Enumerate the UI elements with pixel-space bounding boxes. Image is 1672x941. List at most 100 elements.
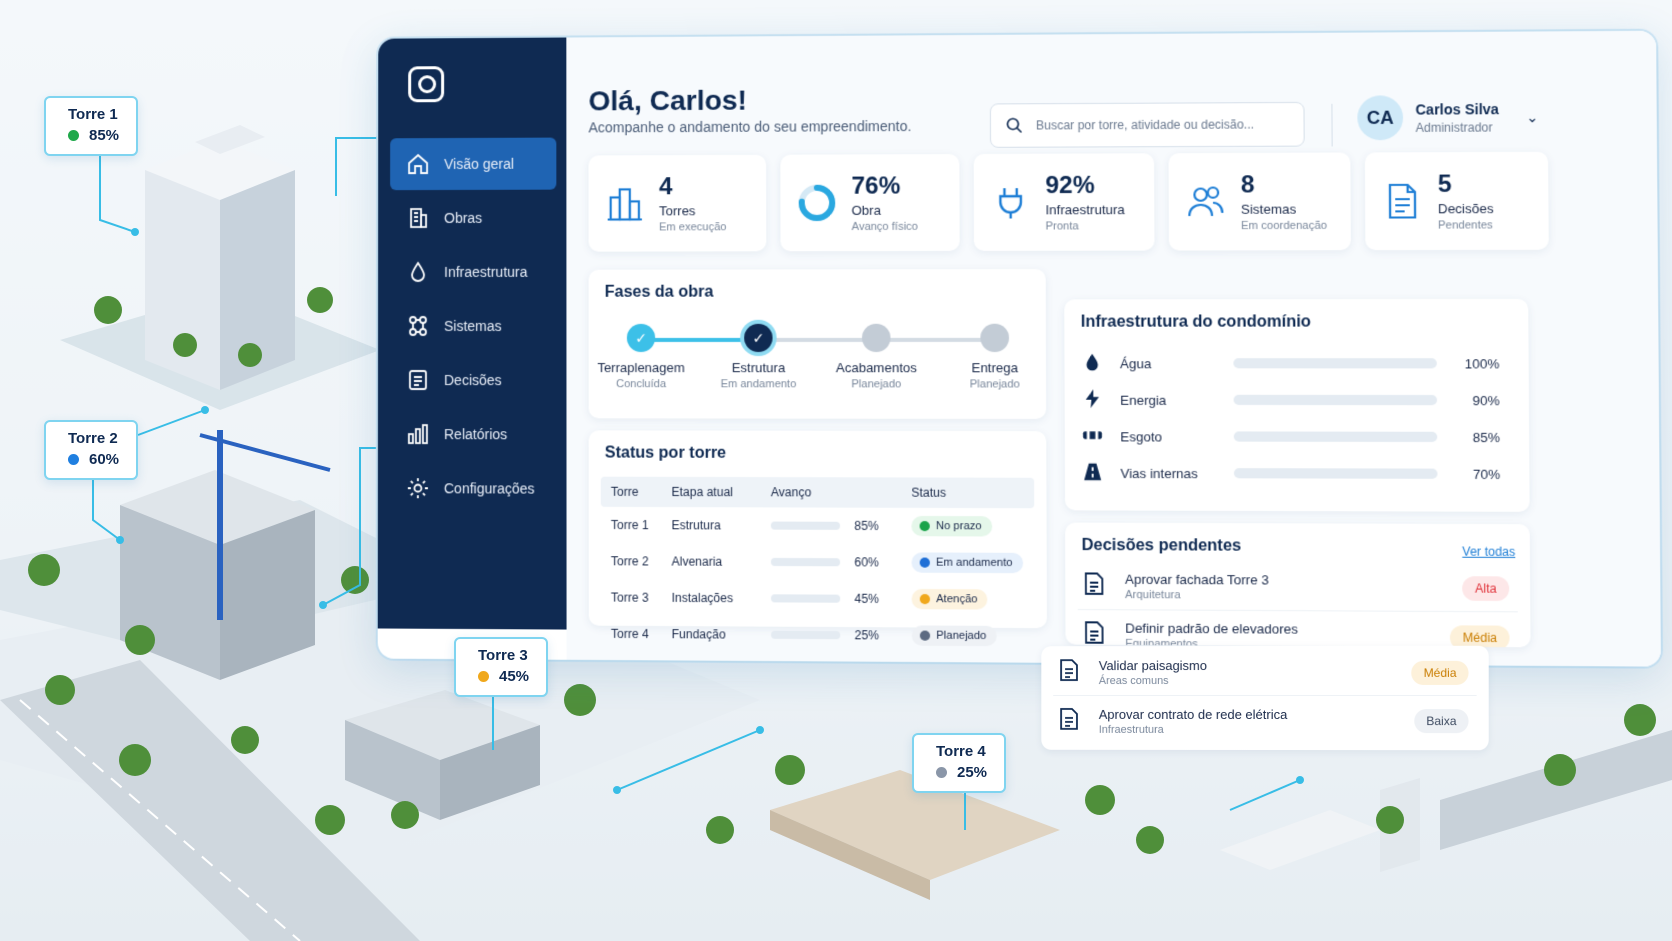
sidebar-item-label: Decisões	[444, 372, 502, 388]
sidebar-item-configuracoes[interactable]: Configurações	[390, 462, 557, 515]
tower-callout[interactable]: Torre 4 25%	[912, 733, 1006, 793]
tower-pct: 60%	[89, 451, 119, 468]
status-text: Atenção	[936, 593, 977, 605]
avatar: CA	[1357, 95, 1403, 140]
search-input[interactable]	[1036, 117, 1283, 132]
infra-row-energia[interactable]: Energia 90%	[1081, 385, 1500, 416]
table-row[interactable]: Torre 3 Instalações 45% Atenção	[601, 579, 1035, 618]
status-text: Em andamento	[936, 557, 1012, 570]
phase-step[interactable]: ✓ Terraplenagem Concluída	[586, 324, 697, 390]
decisions-title: Decisões pendentes	[1082, 537, 1242, 556]
search-box[interactable]	[990, 102, 1305, 148]
user-name: Carlos Silva	[1415, 100, 1499, 117]
tower-pct: 45%	[499, 668, 529, 685]
status-dot-icon	[920, 594, 930, 604]
progress-bar	[1234, 395, 1437, 405]
kpi-card-infraestrutura[interactable]: 92% Infraestrutura Pronta	[974, 153, 1155, 251]
status-text: No prazo	[936, 520, 982, 532]
document-icon	[1084, 620, 1113, 647]
cell-avanco: 60%	[854, 555, 879, 569]
phase-name: Terraplenagem	[586, 360, 697, 375]
column-header[interactable]: Torre	[601, 485, 672, 499]
towers-icon	[605, 183, 645, 223]
bar-chart-icon	[406, 422, 430, 446]
table-row[interactable]: Torre 4 Fundação 25% Planejado	[601, 616, 1035, 655]
infra-row-vias[interactable]: Vias internas 70%	[1081, 458, 1500, 490]
decision-title: Aprovar fachada Torre 3	[1125, 572, 1463, 589]
kpi-label: Sistemas	[1241, 201, 1327, 216]
kpi-card-sistemas[interactable]: 8 Sistemas Em coordenação	[1169, 153, 1351, 251]
decision-item[interactable]: Validar paisagismo Áreas comuns Média	[1053, 650, 1476, 696]
status-badge: Em andamento	[911, 552, 1022, 573]
donut-progress-icon	[797, 183, 838, 223]
sidebar-item-label: Obras	[444, 210, 482, 226]
decision-item[interactable]: Aprovar contrato de rede elétrica Infraes…	[1053, 698, 1476, 744]
infra-title: Infraestrutura do condomínio	[1081, 313, 1311, 331]
kpi-value: 4	[659, 173, 726, 201]
phase-step[interactable]: Acabamentos Planejado	[820, 324, 932, 391]
page-subtitle: Acompanhe o andamento do seu empreendime…	[588, 118, 911, 135]
infra-row-esgoto[interactable]: Esgoto 85%	[1081, 421, 1500, 452]
sidebar-item-label: Sistemas	[444, 318, 502, 334]
decision-category: Arquitetura	[1125, 589, 1463, 603]
kpi-card-decisoes[interactable]: 5 Decisões Pendentes	[1365, 152, 1549, 250]
table-row[interactable]: Torre 2 Alvenaria 60% Em andamento	[601, 543, 1035, 581]
chevron-down-icon[interactable]: ⌄	[1526, 108, 1538, 125]
search-icon	[1005, 116, 1023, 134]
infra-pct: 85%	[1458, 429, 1500, 444]
user-menu[interactable]: CA Carlos Silva Administrador ⌄	[1357, 95, 1538, 141]
table-header: Torre Etapa atual Avanço Status	[601, 477, 1034, 509]
cell-torre: Torre 3	[601, 590, 672, 604]
sidebar-item-visao-geral[interactable]: Visão geral	[390, 138, 556, 191]
priority-badge: Média	[1450, 625, 1509, 648]
cell-torre: Torre 4	[601, 627, 672, 642]
kpi-card-torres[interactable]: 4 Torres Em execução	[589, 155, 767, 252]
sidebar-item-decisoes[interactable]: Decisões	[390, 354, 556, 406]
main-content: Olá, Carlos! Acompanhe o andamento do se…	[566, 31, 1661, 667]
column-header[interactable]: Etapa atual	[671, 485, 770, 499]
decision-item[interactable]: Definir padrão de elevadores Equipamentos…	[1078, 612, 1518, 647]
decision-item[interactable]: Aprovar fachada Torre 3 Arquitetura Alta	[1078, 563, 1518, 612]
kpi-sub: Em execução	[659, 221, 726, 233]
sidebar-item-sistemas[interactable]: Sistemas	[390, 300, 556, 352]
users-icon	[1185, 181, 1226, 222]
progress-bar	[771, 522, 840, 530]
column-header[interactable]: Avanço	[771, 485, 912, 500]
decision-category: Áreas comuns	[1099, 675, 1412, 687]
decision-title: Definir padrão de elevadores	[1125, 620, 1450, 637]
view-all-link[interactable]: Ver todas	[1462, 544, 1515, 559]
check-icon: ✓	[744, 324, 772, 352]
table-row[interactable]: Torre 1 Estrutura 85% No prazo	[601, 507, 1035, 545]
sidebar-item-obras[interactable]: Obras	[390, 192, 556, 244]
tower-name: Torre 3	[478, 647, 546, 664]
sidebar-item-label: Configurações	[444, 480, 535, 496]
infra-row-agua[interactable]: Água 100%	[1081, 348, 1500, 379]
kpi-sub: Pendentes	[1438, 219, 1494, 231]
cell-avanco: 85%	[854, 519, 879, 533]
kpi-card-obra[interactable]: 76% Obra Avanço físico	[780, 154, 959, 251]
sidebar-item-relatorios[interactable]: Relatórios	[390, 408, 557, 460]
tower-callout[interactable]: Torre 1 85%	[44, 96, 138, 156]
decision-category: Infraestrutura	[1099, 723, 1414, 735]
tower-name: Torre 1	[68, 106, 136, 123]
status-table: Torre Etapa atual Avanço Status Torre 1 …	[601, 477, 1035, 655]
column-header[interactable]: Status	[911, 486, 1034, 501]
page-title: Olá, Carlos!	[588, 85, 747, 118]
kpi-label: Decisões	[1438, 201, 1494, 216]
status-dot-icon	[68, 454, 79, 465]
phase-step[interactable]: ✓ Estrutura Em andamento	[703, 324, 815, 391]
status-dot-icon	[68, 130, 79, 141]
pending-dot-icon	[862, 324, 891, 352]
tower-callout[interactable]: Torre 2 60%	[44, 420, 138, 480]
sidebar-item-infraestrutura[interactable]: Infraestrutura	[390, 246, 556, 298]
decisions-card: Decisões pendentes Ver todas Aprovar fac…	[1065, 523, 1530, 648]
infra-name: Esgoto	[1120, 429, 1234, 444]
phases-card: Fases da obra ✓ Terraplenagem Concluída …	[589, 269, 1047, 419]
app-logo[interactable]	[408, 66, 444, 102]
tower-callout[interactable]: Torre 3 45%	[454, 637, 548, 697]
phase-state: Planejado	[820, 378, 932, 390]
phase-step[interactable]: Entrega Planejado	[938, 324, 1051, 391]
document-icon	[1059, 706, 1087, 735]
status-badge: No prazo	[911, 516, 992, 537]
